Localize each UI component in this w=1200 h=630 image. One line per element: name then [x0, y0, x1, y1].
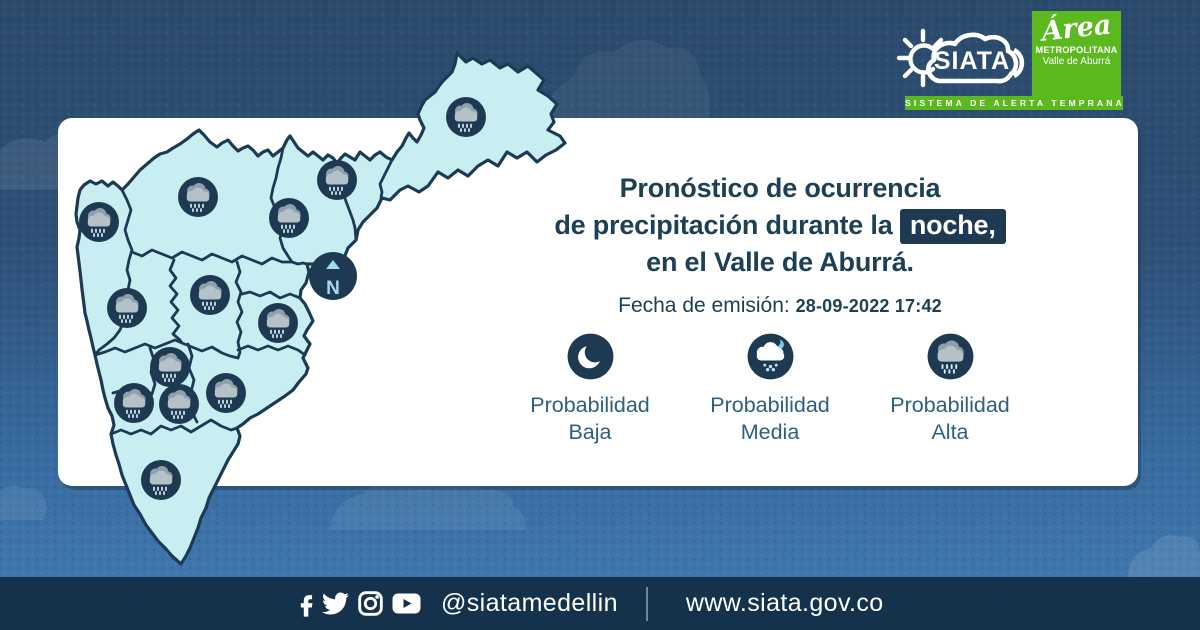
headline-block: Pronóstico de ocurrencia de precipitació…	[530, 170, 1030, 318]
legend-item-baja: Probabilidad Baja	[500, 333, 680, 446]
emission-label: Fecha de emisión:	[618, 294, 790, 317]
sun-icon	[896, 28, 944, 88]
emission-datetime: 28-09-2022 17:42	[795, 296, 942, 316]
website-link[interactable]: www.siata.gov.co	[685, 589, 884, 617]
cloud-rain-icon	[926, 333, 974, 380]
siata-tagline: SISTEMA DE ALERTA TEMPRANA	[905, 96, 1125, 110]
cloud-moon-drizzle-icon	[747, 333, 793, 380]
highlight-badge: noche,	[899, 209, 1006, 244]
instagram-icon[interactable]	[358, 591, 383, 616]
cloud-decoration	[0, 485, 47, 520]
siata-logo: SIATA	[896, 28, 1025, 88]
cloud-icon	[925, 32, 1025, 84]
title-line-3: en el Valle de Aburrá.	[646, 247, 914, 277]
footer-divider	[645, 586, 648, 621]
area-logo-line2: METROPOLITANA	[1035, 45, 1118, 55]
social-icons	[298, 590, 421, 617]
cloud-decoration	[1128, 535, 1200, 577]
legend-item-media: Probabilidad Media	[680, 333, 860, 446]
area-logo-line3: Valle de Aburrá	[1042, 56, 1111, 67]
title-line-1: Pronóstico de ocurrencia	[619, 173, 941, 203]
area-metropolitana-logo: Área METROPOLITANA Valle de Aburrá	[1032, 9, 1121, 96]
twitter-icon[interactable]	[322, 592, 349, 615]
probability-legend: Probabilidad Baja Probabilidad Media Pro…	[500, 333, 1040, 446]
legend-label: Probabilidad Alta	[890, 393, 1010, 444]
title-line-2: de precipitación durante la noche,	[530, 207, 1030, 244]
moon-icon	[567, 333, 613, 380]
footer-bar: @siatamedellin www.siata.gov.co	[0, 577, 1200, 630]
legend-label: Probabilidad Baja	[530, 393, 650, 444]
emission-row: Fecha de emisión: 28-09-2022 17:42	[530, 294, 1030, 318]
legend-item-alta: Probabilidad Alta	[860, 333, 1040, 446]
siata-wordmark: SIATA	[934, 47, 1010, 75]
youtube-icon[interactable]	[392, 593, 421, 614]
social-handle[interactable]: @siatamedellin	[441, 589, 618, 617]
legend-label: Probabilidad Media	[710, 393, 830, 444]
area-logo-script: Área	[1040, 9, 1113, 48]
facebook-icon[interactable]	[298, 590, 313, 617]
cloud-decoration	[544, 39, 710, 131]
title-line-2-text: de precipitación durante la	[554, 210, 893, 240]
